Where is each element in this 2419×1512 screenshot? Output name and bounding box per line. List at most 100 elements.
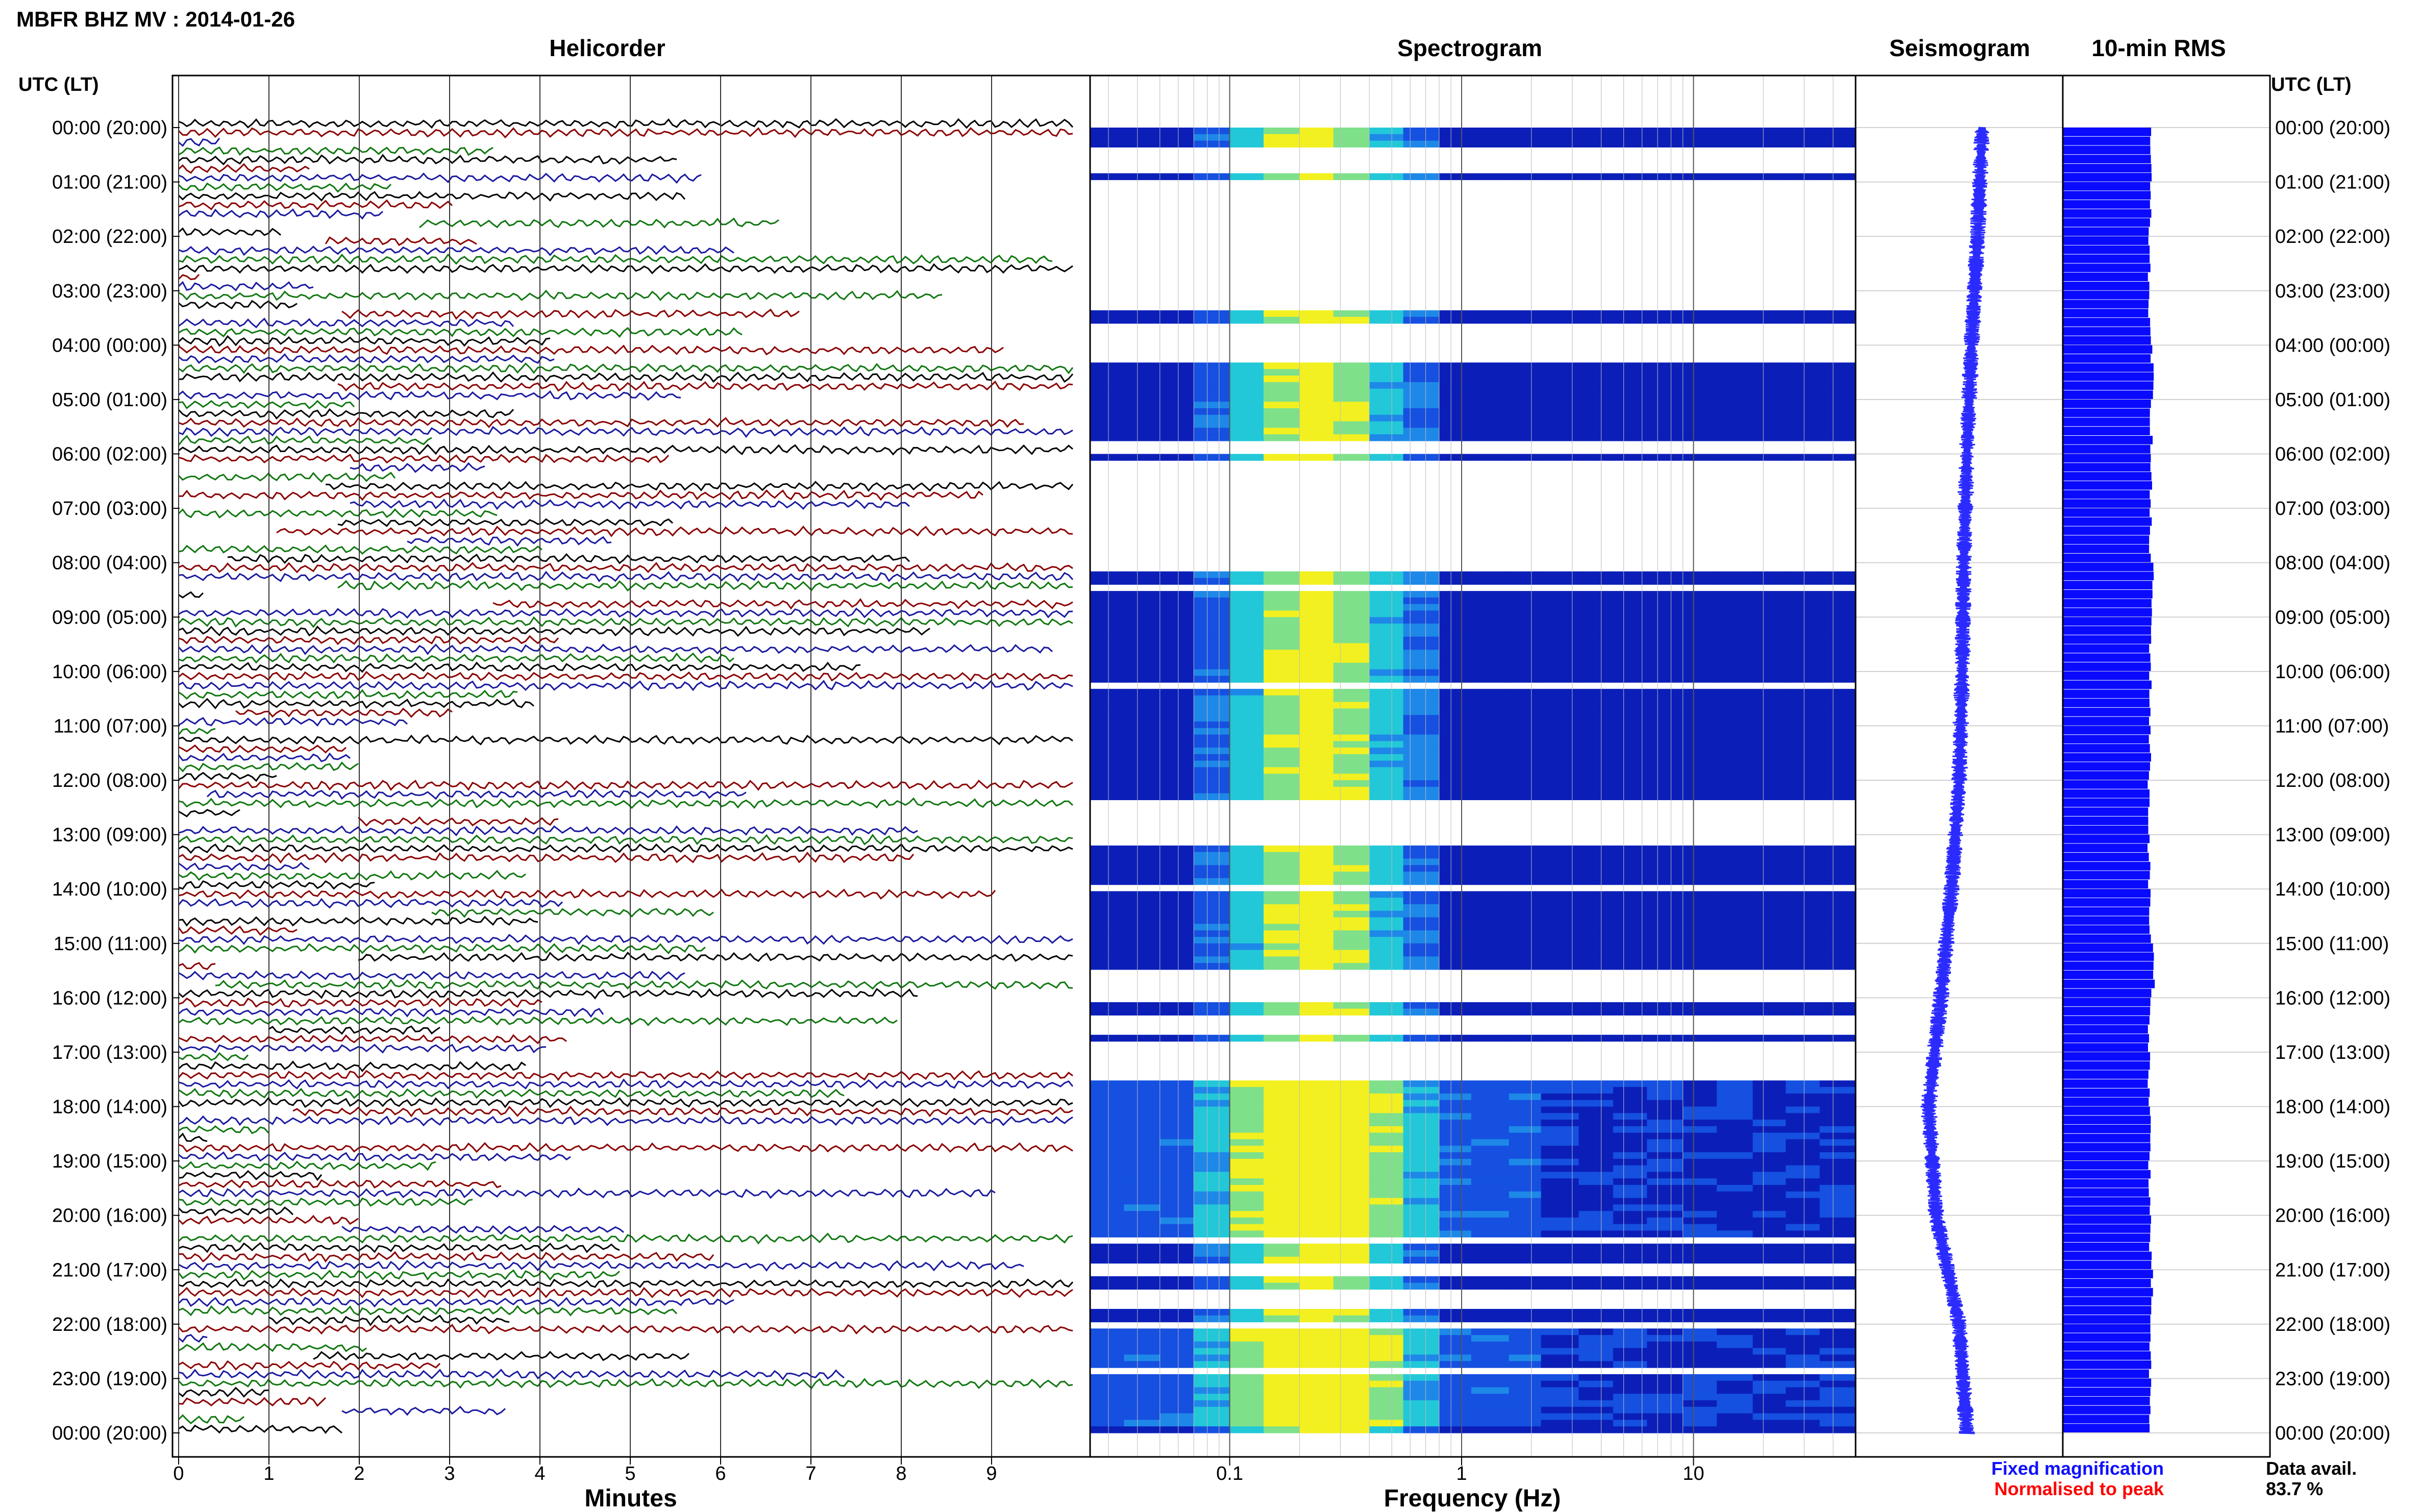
spectrogram-cell [1647, 636, 1684, 643]
spectrogram-cell [1717, 1387, 1754, 1394]
spectrogram-cell [1124, 1093, 1161, 1101]
spectrogram-cell [1090, 748, 1125, 755]
rms-bar [2063, 1088, 2150, 1097]
spectrogram-cell [1333, 591, 1370, 598]
spectrogram-cell [1786, 1244, 1820, 1251]
spectrogram-cell [1229, 414, 1264, 422]
spectrogram-cell [1299, 748, 1334, 755]
spectrogram-cell [1124, 780, 1161, 787]
y-tick-label-right: 11:00 (07:00) [2275, 715, 2389, 737]
spectrogram-cell [1578, 402, 1614, 409]
spectrogram-cell [1509, 1113, 1542, 1120]
spectrogram-cell [1299, 1158, 1334, 1166]
rms-bar [2063, 191, 2151, 200]
spectrogram-cell [1264, 963, 1300, 970]
spectrogram-cell [1333, 858, 1370, 865]
spectrogram-cell [1471, 1211, 1510, 1218]
spectrogram-cell [1124, 924, 1161, 931]
spectrogram-cell [1264, 1132, 1300, 1140]
spectrogram-cell [1786, 643, 1820, 650]
spectrogram-cell [1439, 140, 1472, 147]
spectrogram-cell [1403, 1328, 1440, 1335]
spectrogram-cell [1683, 1002, 1717, 1009]
spectrogram-cell [1159, 376, 1194, 383]
spectrogram-cell [1124, 388, 1161, 395]
spectrogram-cell [1717, 1152, 1754, 1159]
spectrogram-cell [1090, 1198, 1125, 1205]
spectrogram-cell [1264, 1093, 1300, 1101]
spectrogram-cell [1264, 865, 1300, 872]
spectrogram-cell [1509, 872, 1542, 879]
spectrogram-cell [1819, 1132, 1856, 1140]
spectrogram-cell [1819, 1374, 1856, 1381]
spectrogram-cell [1786, 904, 1820, 911]
helicorder-trace-row [178, 390, 681, 401]
spectrogram-cell [1683, 1282, 1717, 1290]
spectrogram-cell [1124, 1315, 1161, 1323]
spectrogram-cell [1159, 571, 1194, 579]
spectrogram-cell [1752, 402, 1786, 409]
spectrogram-cell [1229, 891, 1264, 898]
spectrogram-cell [1786, 421, 1820, 428]
spectrogram-cell [1786, 402, 1820, 409]
spectrogram-cell [1369, 650, 1404, 657]
rms-bar [2063, 1052, 2151, 1061]
spectrogram-cell [1090, 872, 1125, 879]
rms-bar [2063, 988, 2152, 998]
spectrogram-cell [1541, 1413, 1579, 1420]
spectrogram-cell [1717, 748, 1754, 755]
spectrogram-cell [1819, 597, 1856, 605]
rms-bar [2063, 680, 2152, 689]
spectrogram-cell [1333, 1309, 1370, 1316]
spectrogram-cell [1541, 1282, 1579, 1290]
spectrogram-cell [1819, 1146, 1856, 1153]
spectrogram-cell [1613, 676, 1647, 683]
spectrogram-cell [1439, 1087, 1472, 1094]
spectrogram-cell [1090, 1139, 1125, 1146]
spectrogram-cell [1613, 408, 1647, 415]
spectrogram-cell [1369, 1374, 1404, 1381]
spectrogram-cell [1299, 1152, 1334, 1159]
spectrogram-cell [1194, 362, 1230, 369]
spectrogram-cell [1647, 1276, 1684, 1283]
spectrogram-cell [1786, 780, 1820, 787]
rms-bar [2063, 671, 2150, 680]
spectrogram-cell [1647, 780, 1684, 787]
spectrogram-cell [1229, 1244, 1264, 1251]
spectrogram-cell [1264, 1185, 1300, 1192]
helicorder-trace-row [178, 571, 1074, 583]
spectrogram-cell [1613, 1191, 1647, 1199]
rms-bar [2063, 762, 2150, 771]
spectrogram-cell [1369, 910, 1404, 918]
spectrogram-cell [1403, 362, 1440, 369]
spectrogram-cell [1613, 950, 1647, 957]
spectrogram-cell [1299, 643, 1334, 650]
spectrogram-cell [1333, 630, 1370, 637]
spectrogram-cell [1439, 402, 1472, 409]
spectrogram-cell [1369, 1387, 1404, 1394]
helicorder-trace-row [178, 208, 383, 220]
spectrogram-cell [1403, 1413, 1440, 1420]
spectrogram-cell [1541, 376, 1579, 383]
helicorder-trace-row [178, 1232, 1073, 1245]
y-tick-label-right: 19:00 (15:00) [2275, 1151, 2390, 1172]
spectrogram-cell [1124, 1309, 1161, 1316]
spectrogram-cell [1683, 793, 1717, 800]
spectrogram-cell [1647, 950, 1684, 957]
spectrogram-cell [1683, 388, 1717, 395]
spectrogram-cell [1299, 728, 1334, 735]
helicorder-trace-row [178, 199, 453, 211]
spectrogram-cell [1333, 1178, 1370, 1185]
spectrogram-cell [1613, 656, 1647, 663]
spectrogram-cell [1613, 1282, 1647, 1290]
spectrogram-cell [1369, 904, 1404, 911]
spectrogram-cell [1439, 1244, 1472, 1251]
spectrogram-cell [1752, 1008, 1786, 1015]
spectrogram-cell [1819, 643, 1856, 650]
rms-bar [2063, 508, 2150, 517]
spectrogram-cell [1403, 845, 1440, 853]
spectrogram-cell [1647, 578, 1684, 585]
spectrogram-cell [1264, 728, 1300, 735]
spectrogram-cell [1439, 734, 1472, 741]
spectrogram-cell [1578, 1400, 1614, 1407]
